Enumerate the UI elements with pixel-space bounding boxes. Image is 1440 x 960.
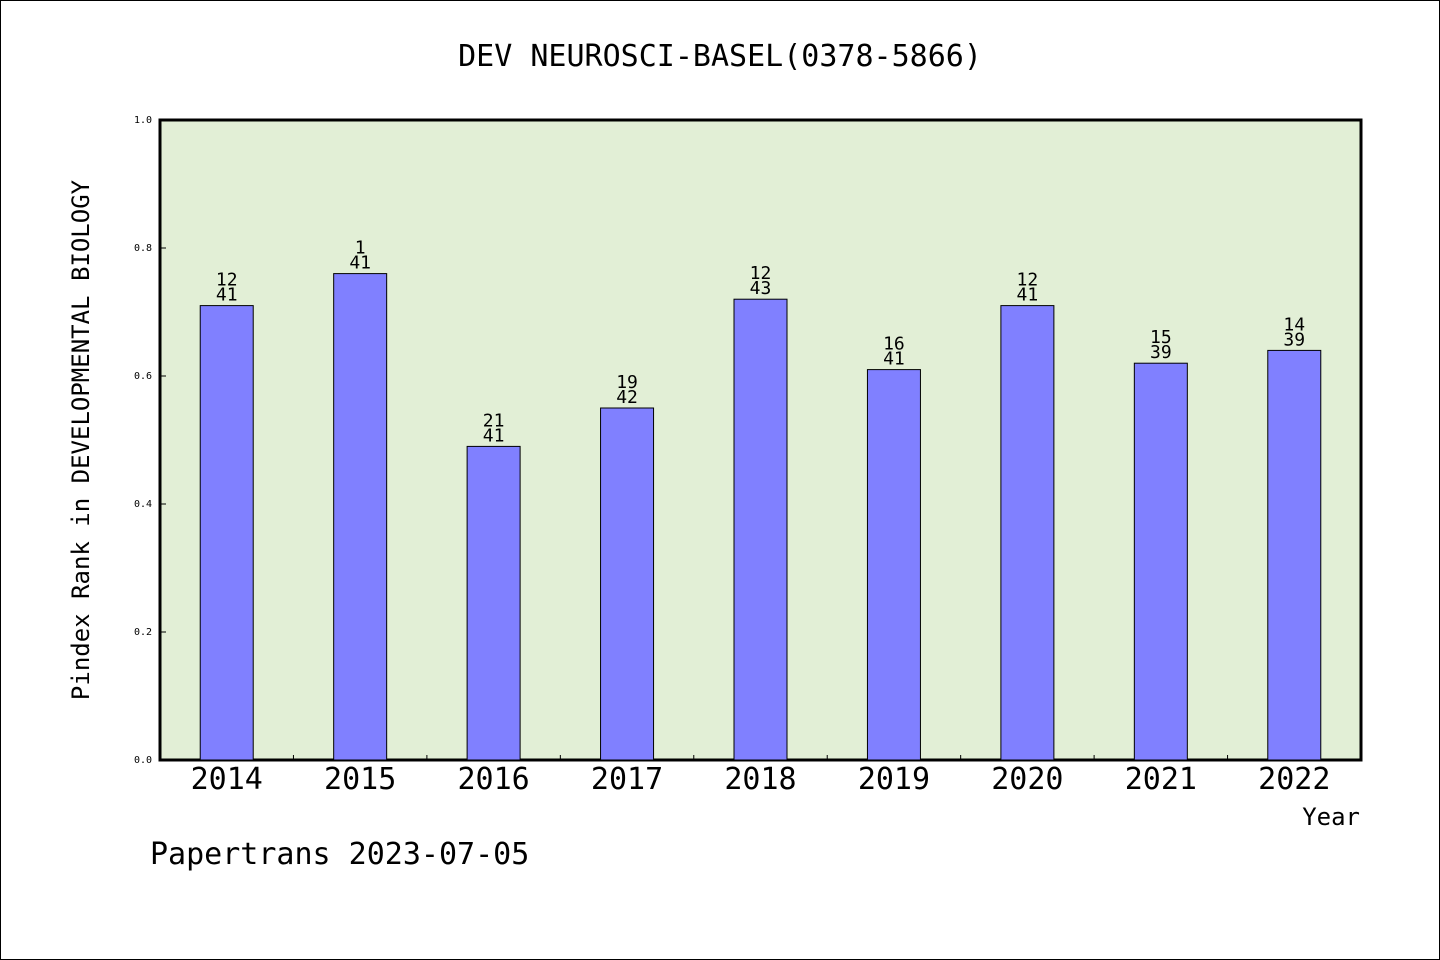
bar-total-label: 41: [483, 425, 505, 446]
bar-total-label: 41: [349, 253, 371, 274]
y-tick-label: 0.4: [134, 499, 152, 510]
bars-group: [199, 273, 1322, 761]
bar-total-label: 41: [1017, 285, 1039, 306]
bar-2018: [733, 298, 788, 761]
bar-2022: [1267, 349, 1322, 761]
y-tick-label: 1.0: [134, 115, 152, 126]
x-tick-label: 2015: [324, 762, 396, 797]
bar-total-label: 41: [883, 349, 905, 370]
bar-rank-label: 14: [1283, 314, 1305, 335]
x-tick-label: 2019: [858, 762, 930, 797]
x-tick-label: 2014: [191, 762, 263, 797]
bar-rank-label: 12: [216, 270, 238, 291]
x-tick-label: 2021: [1125, 762, 1197, 797]
x-axis-ticks: 2014 2015 2016 2017 2018 2019 2020 2021 2022: [191, 755, 1330, 797]
x-tick-label: 2022: [1258, 762, 1330, 797]
bar-total-label: 41: [216, 285, 238, 306]
y-tick-label: 0.0: [134, 755, 152, 766]
x-tick-label: 2020: [991, 762, 1063, 797]
x-tick-label: 2018: [724, 762, 796, 797]
x-tick-label: 2017: [591, 762, 663, 797]
y-tick-label: 0.6: [134, 371, 152, 382]
bar-rank-label: 1: [355, 238, 366, 259]
bar-2019: [866, 369, 921, 761]
bar-total-label: 39: [1150, 342, 1172, 363]
y-tick-label: 0.2: [134, 627, 152, 638]
y-axis-label: Pindex Rank in DEVELOPMENTAL BIOLOGY: [67, 179, 95, 700]
bar-2014: [199, 305, 254, 761]
x-tick-label: 2016: [457, 762, 529, 797]
y-tick-label: 0.8: [134, 243, 152, 254]
bar-rank-label: 12: [750, 263, 772, 284]
bar-2015: [333, 273, 388, 761]
bar-total-label: 39: [1283, 329, 1305, 350]
bar-rank-label: 15: [1150, 327, 1172, 348]
chart-title: DEV NEUROSCI-BASEL(0378-5866): [458, 39, 982, 74]
bar-2016: [466, 445, 521, 761]
bar-rank-label: 12: [1017, 270, 1039, 291]
footer-credit: Papertrans 2023-07-05: [150, 837, 529, 872]
bar-rank-label: 19: [616, 372, 638, 393]
bar-2017: [600, 407, 655, 761]
bar-total-label: 42: [616, 387, 638, 408]
y-axis-ticks: 0.0 0.2 0.4 0.6 0.8 1.0: [134, 115, 166, 766]
bar-2021: [1133, 362, 1188, 761]
bar-rank-label: 21: [483, 410, 505, 431]
bar-rank-label: 16: [883, 334, 905, 355]
bar-total-label: 43: [750, 278, 772, 299]
x-axis-label: Year: [1302, 803, 1360, 831]
bar-2020: [1000, 305, 1055, 761]
